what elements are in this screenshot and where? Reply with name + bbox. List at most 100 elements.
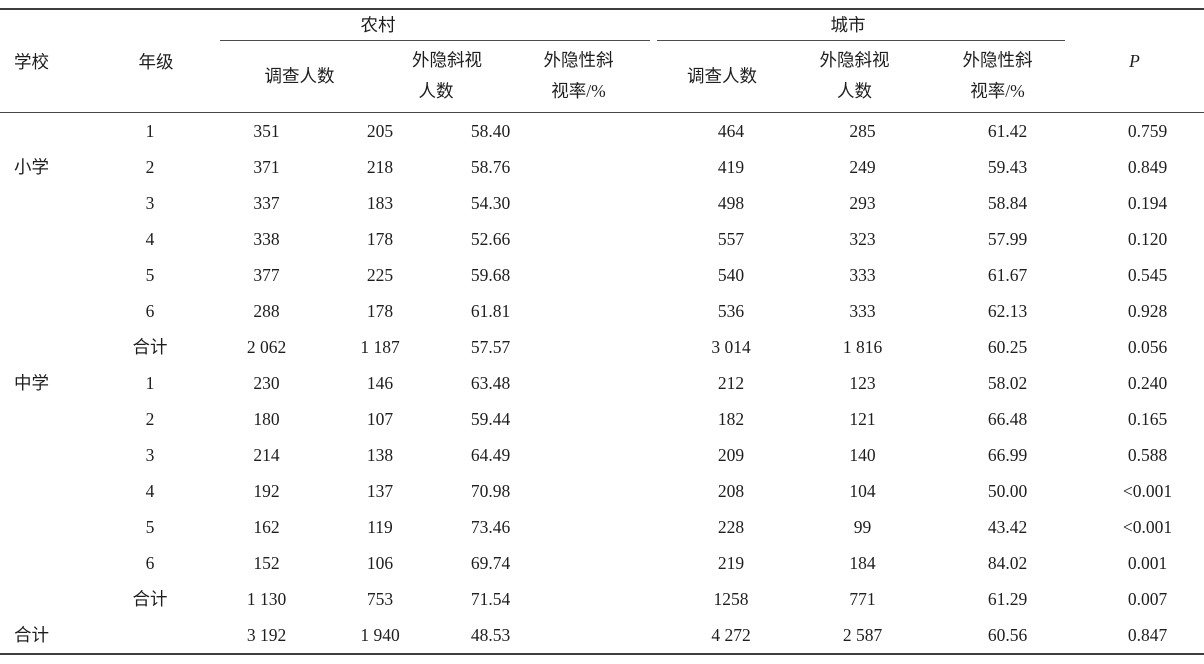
data-cell: 323 [849,229,876,249]
data-cell: 0.194 [1127,193,1168,213]
data-cell: 2 062 [246,337,287,357]
data-cell: 249 [849,157,876,177]
header-rural-exophoria-count: 外隐斜视 人数 [412,50,482,101]
grade-cell: 5 [145,517,155,537]
data-cell: 0.928 [1127,301,1168,321]
table-row: 4 338 178 52.66 557 323 57.99 0.120 [0,221,1204,257]
data-cell: 70.98 [470,481,511,501]
header-urban-surveyed: 调查人数 [687,65,757,86]
grade-cell: 2 [145,157,155,177]
data-cell: 333 [849,301,876,321]
header-rural-exophoria-rate: 外隐性斜 视率/% [543,50,614,101]
data-cell: 52.66 [470,229,511,249]
data-cell: 0.165 [1127,409,1168,429]
data-cell: 59.68 [470,265,511,285]
data-cell: 58.76 [470,157,511,177]
rural-spanner-rule: 农村 [220,10,650,41]
data-cell: 419 [717,157,745,177]
data-cell: 58.84 [987,193,1028,213]
data-cell: 43.42 [987,517,1028,537]
header-school: 学校 [14,51,49,72]
data-cell: 0.588 [1127,445,1168,465]
data-cell: 338 [253,229,280,249]
table-row: 中学 1 230 146 63.48 212 123 58.02 0.240 [0,365,1204,401]
data-cell: 183 [366,193,394,213]
grade-cell: 6 [145,553,155,573]
data-cell: <0.001 [1122,481,1173,501]
data-cell: 123 [849,373,876,393]
data-cell: 137 [366,481,394,501]
school-label-cell: 合计 [14,625,49,645]
exophoria-statistics-table: 学校 年级 农村 城市 P 调查人数 外隐斜视 人数 [0,8,1204,655]
data-cell: 0.001 [1127,553,1168,573]
table-row: 小学 1 351 205 58.40 464 285 61.42 0.759 [0,112,1204,365]
data-cell: 0.056 [1127,337,1168,357]
data-cell: 293 [849,193,876,213]
data-cell: 337 [253,193,280,213]
table-header: 学校 年级 农村 城市 P 调查人数 外隐斜视 人数 [0,9,1204,113]
data-cell: 57.99 [987,229,1028,249]
data-cell: 540 [717,265,745,285]
data-cell: 2 587 [842,625,883,645]
data-cell: 0.847 [1127,625,1168,645]
data-cell: 71.54 [470,589,511,609]
data-cell: 99 [853,517,872,537]
data-cell: 58.02 [987,373,1028,393]
rural-group-label: 农村 [360,15,396,35]
data-cell: 377 [253,265,280,285]
header-rural-group: 农村 [215,9,655,41]
data-cell: 64.49 [470,445,511,465]
data-cell: 1 816 [842,337,883,357]
data-cell: 1 940 [360,625,400,645]
data-cell: 50.00 [987,481,1028,501]
grade-cell: 5 [145,265,155,285]
data-cell: 54.30 [470,193,511,213]
data-cell: 106 [366,553,394,573]
grade-cell: 4 [145,481,155,501]
data-cell: 0.120 [1127,229,1168,249]
data-cell: 192 [253,481,280,501]
data-cell: 498 [717,193,745,213]
data-cell: 60.56 [987,625,1028,645]
data-cell: 3 192 [246,625,287,645]
data-cell: 212 [717,373,745,393]
table-row: 6 288 178 61.81 536 333 62.13 0.928 [0,293,1204,329]
table-row: 5 377 225 59.68 540 333 61.67 0.545 [0,257,1204,293]
urban-group-label: 城市 [830,15,866,35]
grade-cell: 1 [145,373,155,393]
data-cell: 182 [717,409,745,429]
header-grade: 年级 [138,51,174,72]
data-cell: 1 187 [360,337,400,357]
data-cell: 121 [849,409,876,429]
table-row: 6 152 106 69.74 219 184 84.02 0.001 [0,545,1204,581]
data-cell: 3 014 [711,337,751,357]
data-cell: 209 [717,445,745,465]
data-cell: 0.240 [1127,373,1168,393]
table-body: 小学 1 351 205 58.40 464 285 61.42 0.759 2 371 218 58.… [0,112,1204,655]
data-cell: 66.99 [987,445,1028,465]
data-cell: 219 [717,553,745,573]
table-row: 4 192 137 70.98 208 104 50.00 <0.001 [0,473,1204,509]
data-cell: 214 [253,445,280,465]
grade-cell: 合计 [132,337,168,357]
data-cell: 184 [849,553,876,573]
data-cell: 119 [367,517,393,537]
data-cell: 771 [849,589,876,609]
data-cell: 218 [366,157,394,177]
data-cell: 178 [366,301,394,321]
data-cell: 61.67 [987,265,1028,285]
data-cell: 228 [717,517,745,537]
data-cell: 1258 [713,589,749,609]
header-subhead-row: 调查人数 外隐斜视 人数 外隐性斜 视率/% 调查人数 外隐斜视 人数 外隐性斜… [0,40,1204,113]
data-cell: 285 [775,112,930,149]
grade-cell: 3 [145,193,155,213]
data-cell: 59.44 [470,409,511,429]
table-row: 5 162 119 73.46 228 99 43.42 <0.001 [0,509,1204,545]
data-cell: 351 [215,112,340,149]
school-label-cell: 中学 [14,373,49,393]
grade-cell [105,617,215,654]
data-cell: 1 130 [246,589,287,609]
data-cell: 4 272 [711,625,751,645]
data-cell: 61.42 [930,112,1065,149]
data-cell: 104 [849,481,876,501]
